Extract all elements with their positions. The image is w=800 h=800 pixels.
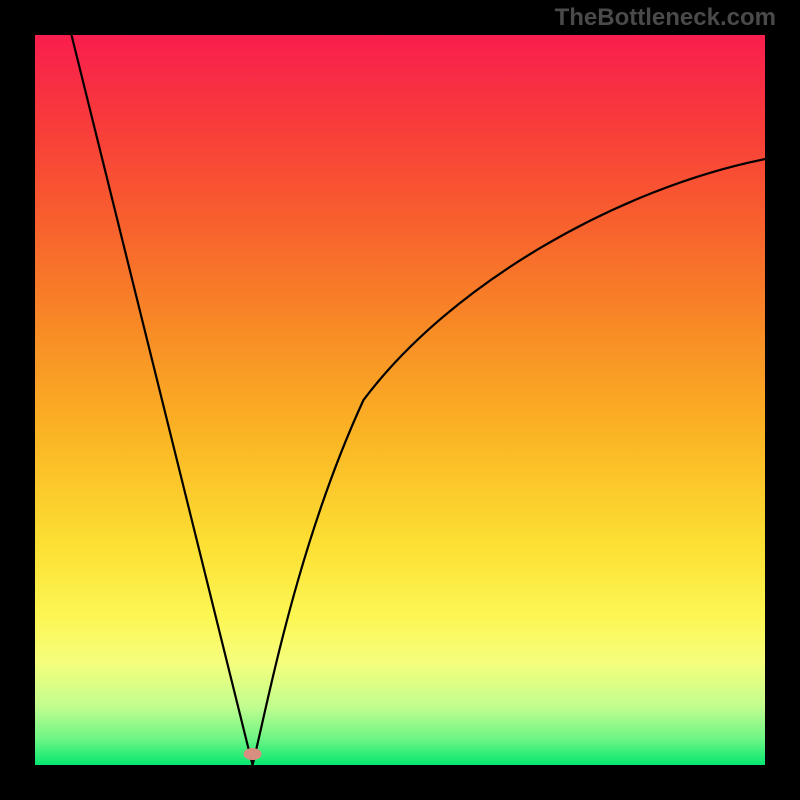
plot-gradient [35,35,765,765]
watermark-text: TheBottleneck.com [555,4,776,32]
optimum-marker [244,748,262,760]
